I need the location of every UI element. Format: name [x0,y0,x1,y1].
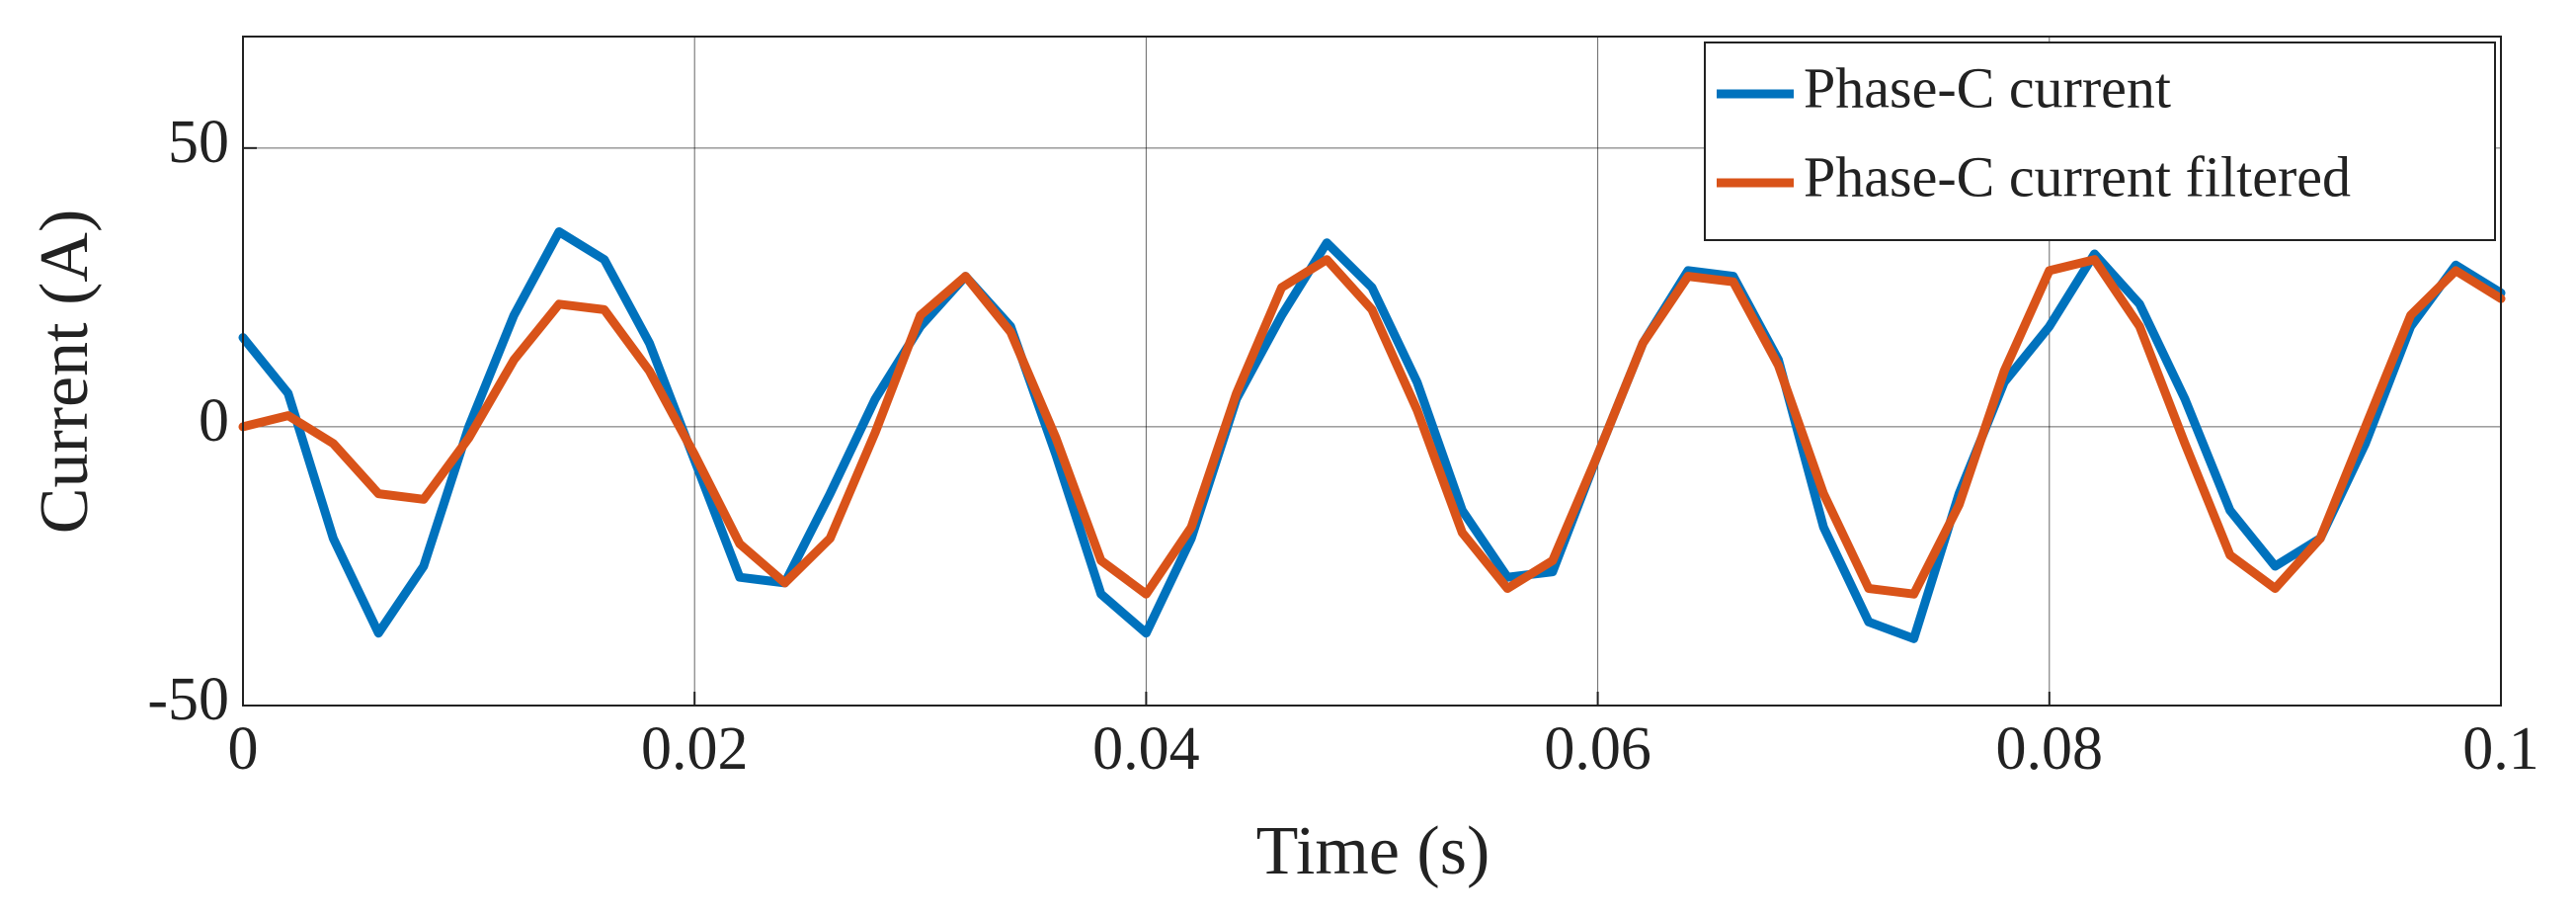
series-line [238,255,2506,599]
x-tick-label: 0.04 [1092,715,1200,783]
legend-label: Phase-C current [1804,55,2171,120]
plot-frame [242,36,2502,707]
x-tick-label: 0.1 [2462,715,2539,783]
y-axis-label: Current (A) [27,209,103,535]
y-tick-label: 50 [168,109,229,176]
x-tick-label: 0 [228,715,259,783]
legend-box [1704,42,2496,241]
x-tick-label: 0.06 [1544,715,1651,783]
x-tick-label: 0.08 [1996,715,2104,783]
x-axis-label: Time (s) [1256,813,1490,889]
legend: Phase-C current Phase-C current filtered [1704,42,2496,241]
legend-label: Phase-C current filtered [1804,144,2351,208]
series-line [238,227,2506,643]
y-tick-label: 0 [199,387,229,455]
y-tick-label: -50 [147,666,229,733]
x-tick-label: 0.02 [641,715,749,783]
